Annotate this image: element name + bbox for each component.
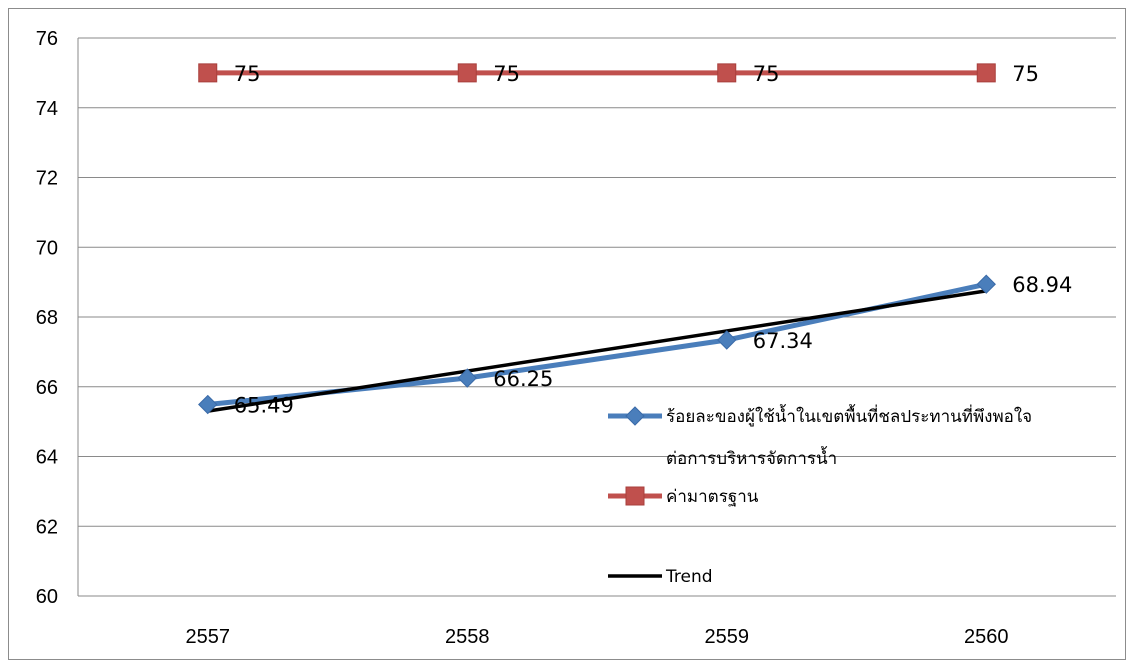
legend-label: ค่ามาตรฐาน [666,487,759,507]
x-tick-label: 2559 [705,626,750,648]
data-point [717,63,737,83]
series-line [207,289,987,413]
legend: ร้อยละของผู้ใช้น้ำในเขตพื้นที่ชลประทานที… [608,404,1032,587]
data-label: 75 [234,62,261,86]
data-point [976,274,996,294]
y-tick-label: 68 [36,307,58,329]
legend-item: Trend [608,567,713,587]
data-label: 68.94 [1012,273,1072,297]
gridlines [78,37,1116,597]
chart-frame [8,8,1126,660]
legend-item: ร้อยละของผู้ใช้น้ำในเขตพื้นที่ชลประทานที… [608,404,1032,469]
x-tick-label: 2558 [445,626,490,648]
x-tick-label: 2560 [964,626,1009,648]
data-label: 75 [1012,62,1039,86]
data-label: 75 [493,62,520,86]
legend-label: ต่อการบริหารจัดการน้ำ [666,446,837,469]
x-axis: 2557 2558 2559 2560 [186,626,1009,648]
data-label: 67.34 [753,329,813,353]
data-point [457,368,477,388]
data-labels: 65.49 66.25 67.34 68.94 75 75 75 75 [234,62,1073,418]
legend-marker [625,406,645,426]
legend-label: Trend [665,567,713,587]
data-label: 66.25 [493,367,553,391]
data-point [198,63,218,83]
y-tick-label: 64 [36,447,58,469]
data-point [457,63,477,83]
x-tick-label: 2557 [186,626,231,648]
y-axis: 60 62 64 66 68 70 72 74 76 [36,28,79,608]
data-point [717,330,737,350]
y-tick-label: 74 [36,98,58,120]
y-tick-label: 70 [36,237,58,259]
legend-label: ร้อยละของผู้ใช้น้ำในเขตพื้นที่ชลประทานที… [666,404,1032,427]
y-tick-label: 72 [36,168,58,190]
y-tick-label: 60 [36,586,58,608]
data-label: 75 [753,62,780,86]
y-tick-label: 76 [36,28,58,50]
legend-item: ค่ามาตรฐาน [608,486,759,507]
series-layer [198,63,996,415]
data-label: 65.49 [234,394,294,418]
y-tick-label: 66 [36,377,58,399]
legend-marker [625,486,645,506]
data-point [198,394,218,415]
y-tick-label: 62 [36,516,58,538]
data-point [976,63,996,83]
